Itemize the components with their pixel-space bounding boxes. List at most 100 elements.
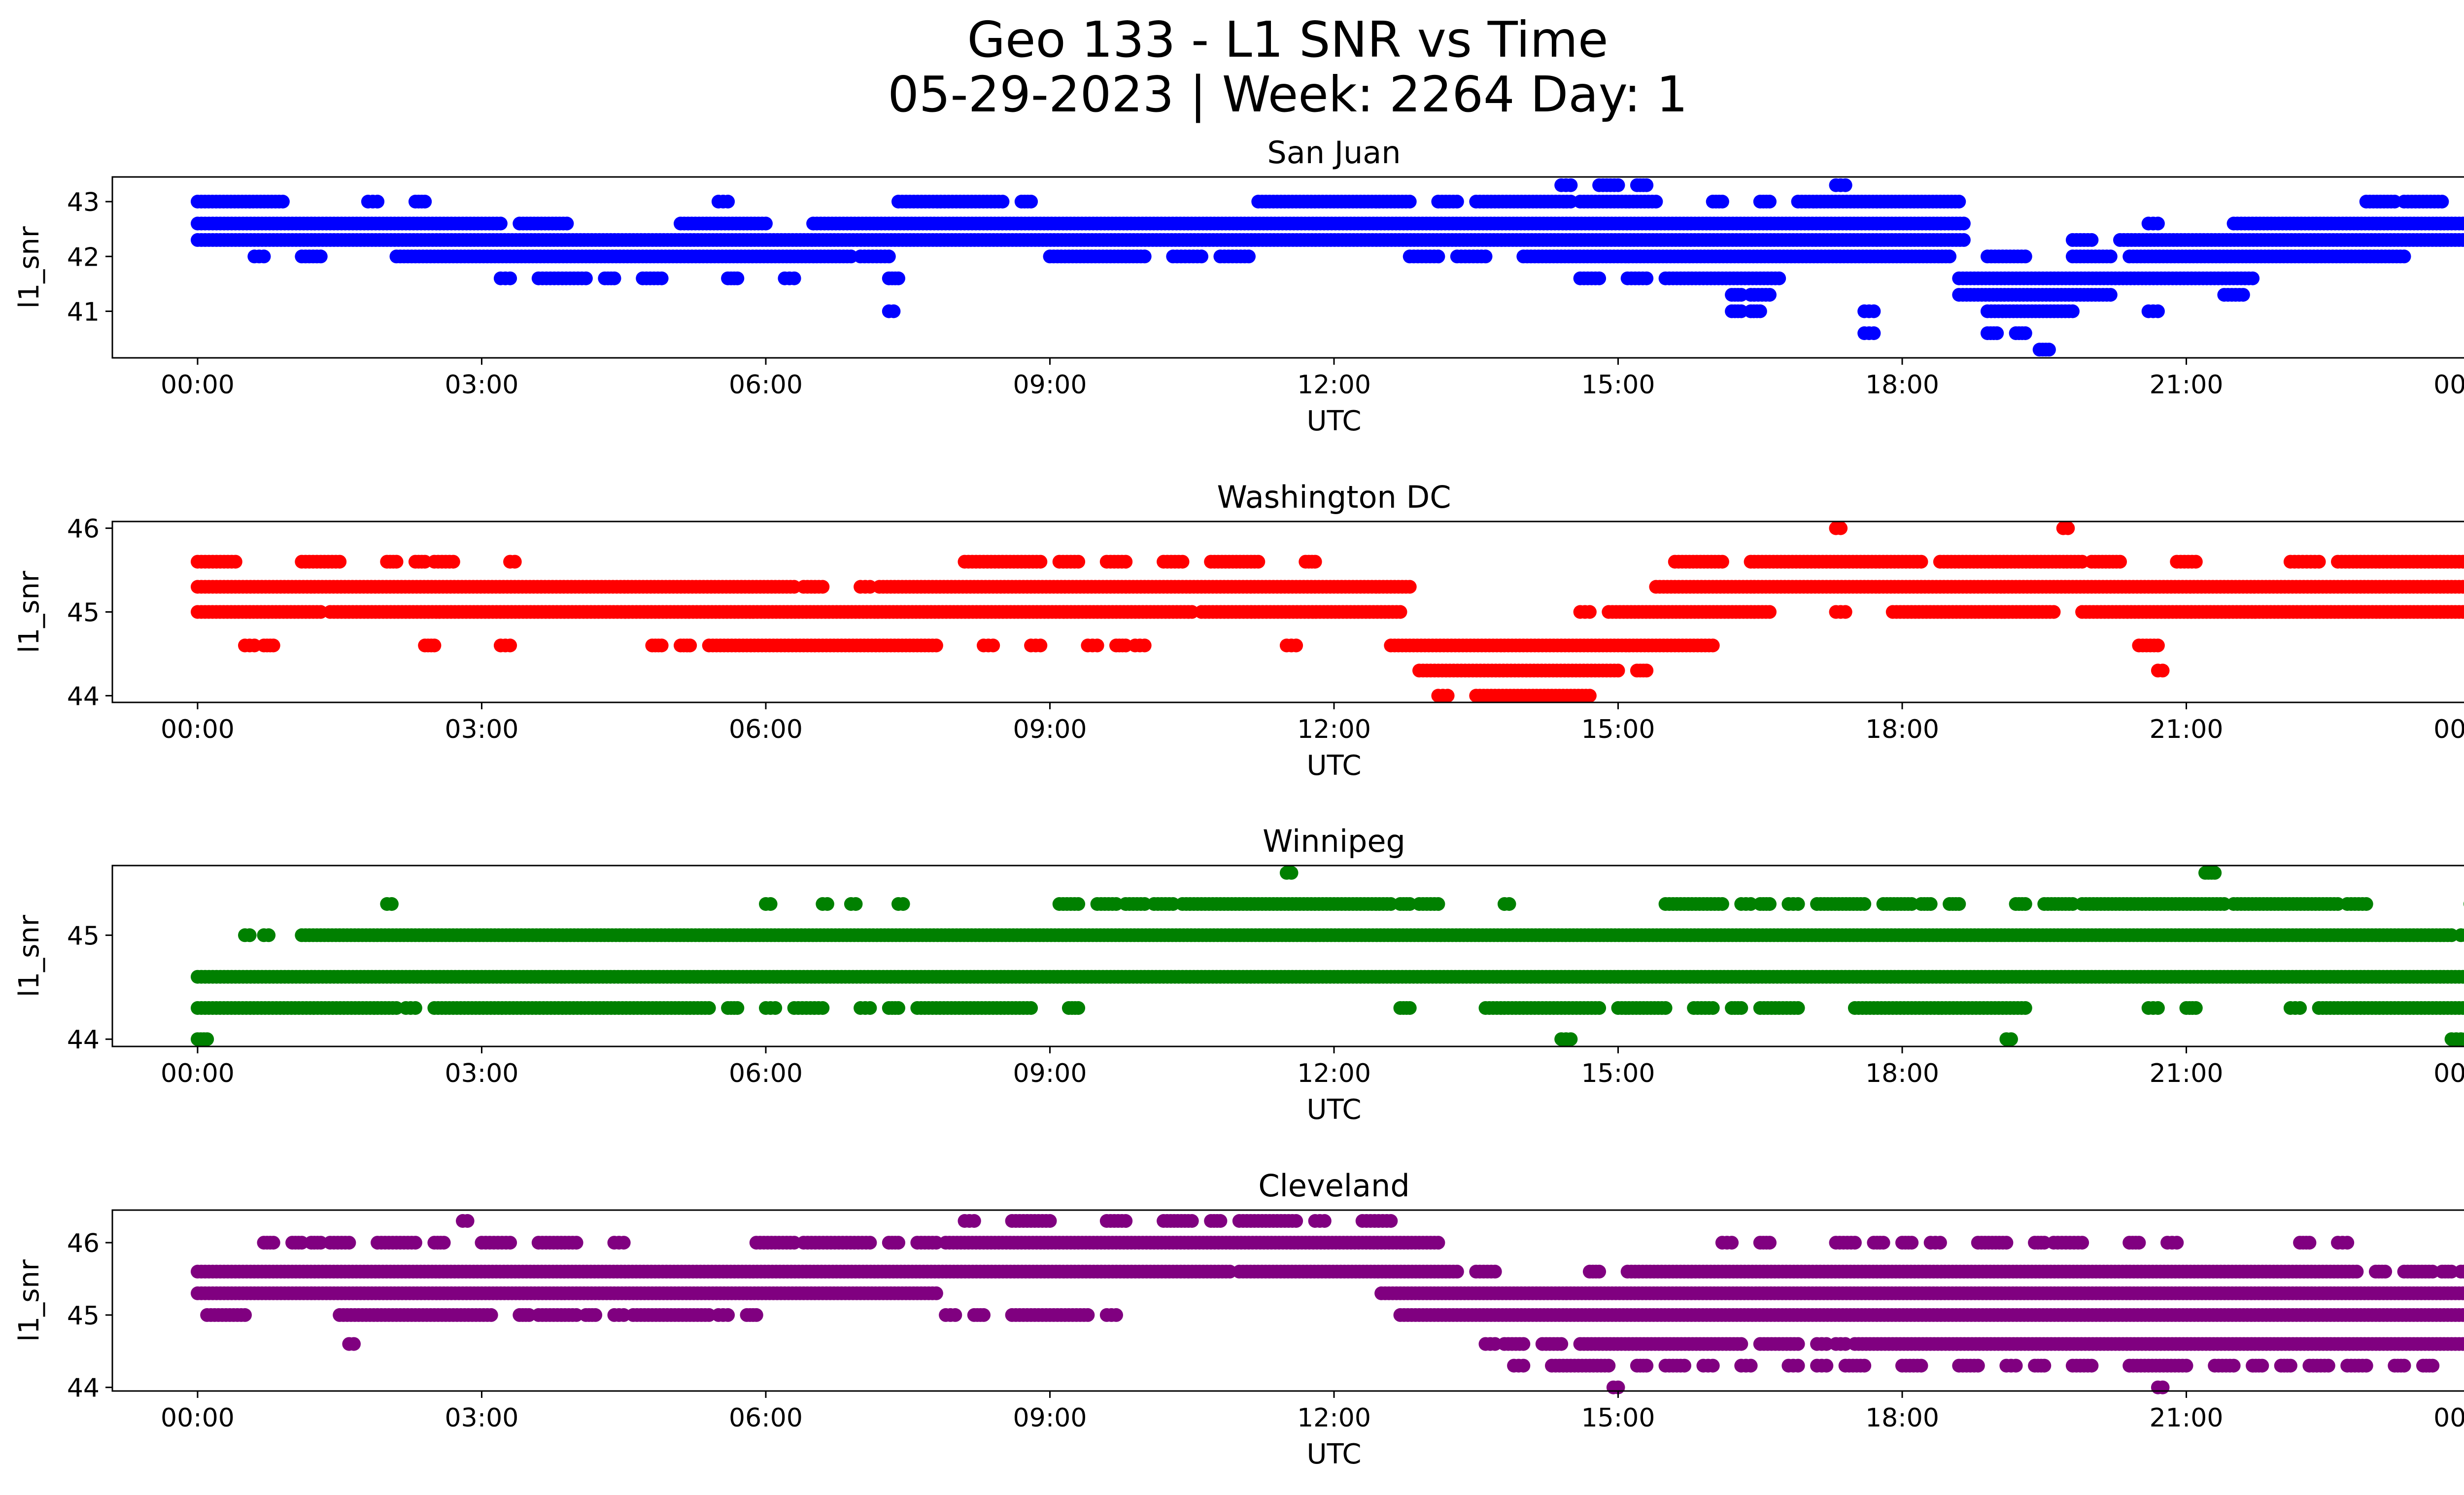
- x-tick-label: 06:00: [729, 370, 803, 400]
- data-point: [1403, 195, 1417, 209]
- data-point: [2042, 343, 2056, 357]
- data-point: [1914, 555, 1928, 569]
- data-point: [1611, 663, 1625, 678]
- x-tick-label: 09:00: [1013, 715, 1087, 744]
- data-point: [683, 638, 697, 653]
- data-point: [503, 638, 517, 653]
- y-tick-label: 41: [67, 297, 100, 327]
- data-point: [2018, 897, 2032, 911]
- data-point: [1753, 304, 1767, 318]
- data-point: [1791, 897, 1805, 911]
- data-point: [560, 216, 574, 231]
- data-point: [2189, 555, 2203, 569]
- data-point: [1611, 178, 1625, 192]
- data-point: [266, 638, 280, 653]
- data-point: [1450, 195, 1464, 209]
- y-axis-label: l1_snr: [13, 570, 45, 653]
- data-point: [1867, 304, 1881, 318]
- data-point: [242, 928, 257, 942]
- data-point: [1763, 195, 1777, 209]
- x-tick-label: 03:00: [445, 715, 519, 744]
- x-tick-label: 00:00: [161, 370, 235, 400]
- data-point: [2113, 555, 2127, 569]
- data-point: [1582, 689, 1597, 703]
- data-point: [1393, 605, 1407, 619]
- data-point: [816, 580, 830, 594]
- data-point: [1308, 555, 1322, 569]
- data-point: [2156, 663, 2170, 678]
- x-tick-label: 03:00: [445, 370, 519, 400]
- data-point: [820, 897, 834, 911]
- data-point: [887, 304, 901, 318]
- data-point: [1952, 195, 1966, 209]
- data-point: [1834, 521, 1848, 535]
- data-point: [891, 271, 905, 285]
- data-point: [1119, 555, 1133, 569]
- x-tick-label: 12:00: [1297, 715, 1371, 744]
- data-point: [1592, 271, 1607, 285]
- data-point: [446, 555, 460, 569]
- data-point: [607, 271, 621, 285]
- data-point: [1763, 288, 1777, 302]
- data-point: [2151, 216, 2165, 231]
- data-point: [1640, 178, 1654, 192]
- data-point: [503, 271, 517, 285]
- x-axis-label: UTC: [1306, 750, 1361, 782]
- data-point: [2460, 217, 2464, 230]
- data-point: [1502, 897, 1516, 911]
- data-point: [228, 555, 242, 569]
- data-points: [191, 178, 2464, 357]
- x-tick-label: 00:00: [2433, 715, 2464, 744]
- data-point: [1289, 638, 1303, 653]
- data-point: [1952, 897, 1966, 911]
- data-point: [929, 638, 943, 653]
- y-tick-label: 44: [67, 682, 100, 711]
- data-point: [2018, 249, 2032, 264]
- panel-title: San Juan: [1267, 135, 1401, 171]
- x-tick-label: 09:00: [1013, 370, 1087, 400]
- data-point: [2103, 249, 2118, 264]
- data-point: [427, 638, 442, 653]
- data-point: [2359, 897, 2373, 911]
- x-tick-label: 21:00: [2150, 370, 2224, 400]
- y-tick-label: 46: [67, 515, 100, 544]
- data-point: [1564, 195, 1578, 209]
- data-point: [1956, 216, 1971, 231]
- y-axis-label: l1_snr: [13, 226, 45, 309]
- data-point: [2236, 288, 2250, 302]
- data-point: [333, 555, 347, 569]
- data-point: [389, 555, 404, 569]
- data-point: [2085, 233, 2099, 247]
- figure-title-line-1: Geo 133 - L1 SNR vs Time: [967, 11, 1608, 69]
- data-point: [2208, 866, 2222, 880]
- data-point: [1564, 178, 1578, 192]
- data-point: [1090, 638, 1104, 653]
- data-point: [2018, 326, 2032, 340]
- data-point: [1024, 195, 1038, 209]
- data-point: [2388, 195, 2402, 209]
- data-point: [1640, 271, 1654, 285]
- data-point: [1772, 271, 1786, 285]
- data-point: [1763, 897, 1777, 911]
- panel-title: Washington DC: [1217, 479, 1451, 515]
- data-point: [654, 638, 669, 653]
- y-tick-label: 45: [67, 598, 100, 628]
- data-point: [1137, 638, 1152, 653]
- data-point: [1649, 195, 1663, 209]
- data-point: [1715, 555, 1729, 569]
- data-point: [1251, 555, 1266, 569]
- data-point: [1838, 178, 1852, 192]
- x-tick-label: 00:00: [2433, 370, 2464, 400]
- data-point: [1175, 555, 1190, 569]
- data-point: [1582, 605, 1597, 619]
- data-point: [1923, 897, 1938, 911]
- x-tick-label: 18:00: [1865, 715, 1939, 744]
- x-tick-label: 12:00: [1297, 370, 1371, 400]
- data-point: [654, 271, 669, 285]
- data-point: [2246, 271, 2260, 285]
- data-point: [1640, 663, 1654, 678]
- panel-title: Winnipeg: [1263, 823, 1405, 859]
- data-point: [579, 271, 593, 285]
